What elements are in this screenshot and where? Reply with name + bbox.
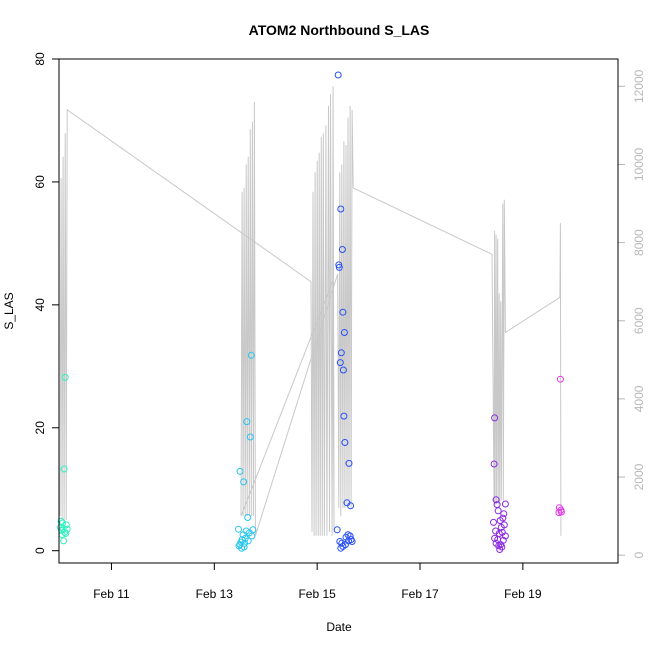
data-point	[500, 510, 508, 518]
data-point	[491, 414, 499, 422]
data-point	[334, 71, 342, 79]
x-tick-label: Feb 19	[504, 587, 542, 601]
data-point	[490, 518, 497, 526]
y-right-tick-label: 10000	[632, 147, 646, 181]
data-point	[339, 366, 347, 374]
line-series-layer	[59, 86, 562, 536]
data-point	[247, 351, 255, 359]
data-point	[338, 246, 346, 253]
chart-title: ATOM2 Northbound S_LAS	[249, 22, 430, 38]
data-point	[491, 534, 499, 542]
data-point	[345, 459, 353, 467]
data-point	[240, 478, 248, 486]
data-point	[494, 507, 502, 515]
data-point	[239, 531, 247, 539]
y-left-tick-label: 0	[33, 547, 47, 554]
y-right-tick-label: 6000	[632, 307, 646, 334]
data-point	[490, 460, 498, 468]
data-point	[496, 546, 504, 553]
data-point	[340, 329, 348, 336]
data-point	[557, 508, 565, 516]
line-series-path	[59, 86, 562, 536]
data-point	[335, 263, 343, 271]
data-point	[556, 375, 564, 383]
data-point	[337, 349, 345, 357]
data-point	[244, 514, 252, 521]
data-point	[335, 261, 343, 269]
data-point	[243, 418, 251, 426]
data-point	[501, 500, 509, 508]
data-point	[244, 537, 252, 545]
data-point	[235, 525, 242, 533]
data-point	[337, 205, 345, 213]
y-axis-label: S_LAS	[2, 292, 16, 329]
data-point	[62, 530, 70, 537]
x-tick-label: Feb 15	[298, 587, 336, 601]
x-axis-label: Date	[326, 620, 352, 634]
data-point	[496, 517, 504, 525]
data-point	[61, 373, 69, 381]
y-right-tick-label: 12000	[632, 69, 646, 103]
data-point	[501, 532, 509, 540]
data-point	[236, 467, 244, 475]
plot-frame	[58, 58, 619, 564]
y-left-tick-label: 60	[33, 175, 47, 189]
data-point	[337, 544, 345, 552]
data-point	[246, 433, 254, 441]
data-point	[497, 523, 505, 531]
y-right-tick-label: 0	[632, 552, 646, 559]
data-point	[340, 412, 348, 420]
data-point	[241, 539, 249, 547]
data-point	[248, 532, 256, 540]
data-point	[333, 526, 341, 534]
data-point	[338, 539, 346, 547]
data-point	[339, 308, 347, 316]
data-point	[238, 544, 246, 552]
scatter-series-layer	[57, 71, 565, 553]
data-point	[339, 542, 347, 550]
data-point	[336, 359, 344, 367]
y-left-tick-label: 40	[33, 298, 47, 312]
x-tick-label: Feb 11	[93, 587, 130, 601]
y-right-tick-label: 2000	[632, 463, 646, 490]
data-point	[348, 538, 356, 545]
data-point	[347, 502, 355, 510]
y-right-tick-label: 8000	[632, 229, 646, 256]
y-left-tick-label: 20	[33, 421, 47, 435]
data-point	[60, 537, 68, 545]
data-point	[492, 496, 500, 504]
data-point	[60, 465, 68, 473]
y-left-tick-label: 80	[33, 52, 47, 66]
data-point	[341, 439, 349, 446]
data-point	[336, 538, 344, 545]
y-right-tick-label: 4000	[632, 385, 646, 412]
data-point	[495, 542, 503, 550]
x-tick-label: Feb 13	[196, 587, 234, 601]
x-tick-label: Feb 17	[401, 587, 439, 601]
